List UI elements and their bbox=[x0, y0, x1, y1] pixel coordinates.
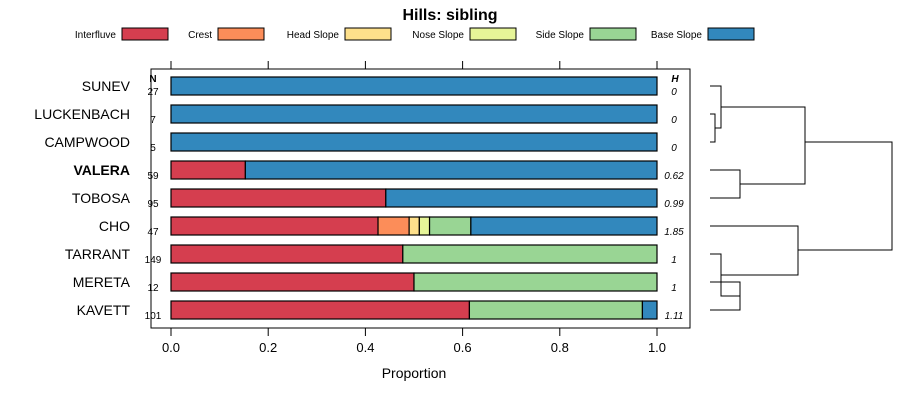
h-value: 1 bbox=[671, 283, 677, 294]
bar-segment bbox=[170, 272, 415, 292]
n-value: 149 bbox=[145, 255, 162, 266]
x-axis-label: Proportion bbox=[382, 365, 447, 381]
bars bbox=[170, 76, 658, 320]
n-value: 59 bbox=[147, 171, 159, 182]
legend-swatch bbox=[469, 27, 517, 41]
row-label: MERETA bbox=[73, 274, 131, 290]
h-value: 1.85 bbox=[664, 227, 684, 238]
bar-segment bbox=[170, 216, 379, 236]
legend-swatch bbox=[707, 27, 755, 41]
row-labels: SUNEV LUCKENBACH CAMPWOOD VALERA TOBOSA CHO TA… bbox=[34, 78, 130, 318]
x-tick-label: 0.8 bbox=[551, 340, 569, 355]
bar-segment bbox=[170, 188, 387, 208]
h-value: 0 bbox=[671, 87, 677, 98]
bar-segment bbox=[408, 216, 420, 236]
row-label: KAVETT bbox=[77, 302, 131, 318]
n-value: 5 bbox=[150, 143, 156, 154]
plot-frame bbox=[150, 68, 691, 329]
chart-title: Hills: sibling bbox=[402, 7, 497, 24]
bar-segment bbox=[418, 216, 431, 236]
x-tick-label: 0.6 bbox=[454, 340, 472, 355]
bar-segment bbox=[402, 244, 658, 264]
h-value: 0 bbox=[671, 115, 677, 126]
legend-label: Crest bbox=[188, 30, 212, 41]
row-label: SUNEV bbox=[82, 78, 131, 94]
n-value: 95 bbox=[147, 199, 159, 210]
row-label: TOBOSA bbox=[72, 190, 131, 206]
legend-label: Base Slope bbox=[651, 30, 703, 41]
h-value: 0 bbox=[671, 143, 677, 154]
bar-segment bbox=[170, 76, 658, 96]
h-value: 0.99 bbox=[664, 199, 684, 210]
dendrogram bbox=[710, 85, 893, 311]
bar-segment bbox=[641, 300, 658, 320]
bar-segment bbox=[244, 160, 658, 180]
dendrogram-branch bbox=[710, 169, 741, 199]
legend-label: Head Slope bbox=[287, 30, 340, 41]
x-tick-label: 1.0 bbox=[648, 340, 666, 355]
h-value: 1 bbox=[671, 255, 677, 266]
h-values: 0 0 0 0.62 0.99 1.85 1 1 1.11 bbox=[664, 87, 684, 322]
bar-segment bbox=[468, 300, 644, 320]
bar-segment bbox=[413, 272, 658, 292]
row-label: TARRANT bbox=[65, 246, 131, 262]
dendrogram-branch bbox=[721, 106, 806, 185]
legend-swatch bbox=[589, 27, 637, 41]
n-value: 27 bbox=[147, 87, 159, 98]
bar-segment bbox=[170, 132, 658, 152]
row-label: VALERA bbox=[73, 162, 130, 178]
n-header: N bbox=[149, 74, 156, 85]
row-label: LUCKENBACH bbox=[34, 106, 130, 122]
x-tick-label: 0.4 bbox=[356, 340, 374, 355]
bar-segment bbox=[385, 188, 658, 208]
dendrogram-branch bbox=[710, 113, 716, 143]
h-value: 1.11 bbox=[665, 311, 684, 322]
n-value: 7 bbox=[150, 115, 156, 126]
bar-segment bbox=[170, 300, 471, 320]
n-values: 27 7 5 59 95 47 149 12 101 bbox=[145, 87, 162, 322]
legend-swatch bbox=[344, 27, 392, 41]
bar-segment bbox=[428, 216, 472, 236]
legend-swatch bbox=[121, 27, 169, 41]
legend-label: Nose Slope bbox=[412, 30, 464, 41]
x-tick-label: 0.0 bbox=[162, 340, 180, 355]
row-label: CAMPWOOD bbox=[44, 134, 130, 150]
legend-label: Side Slope bbox=[536, 30, 585, 41]
row-label: CHO bbox=[99, 218, 130, 234]
n-value: 12 bbox=[147, 283, 159, 294]
bar-segment bbox=[170, 244, 404, 264]
legend-label: Interfluve bbox=[75, 30, 117, 41]
dendrogram-branch bbox=[710, 225, 799, 276]
bar-segment bbox=[470, 216, 658, 236]
n-value: 47 bbox=[147, 227, 159, 238]
h-value: 0.62 bbox=[664, 171, 684, 182]
n-value: 101 bbox=[145, 311, 162, 322]
bar-segment bbox=[170, 104, 658, 124]
legend-swatch bbox=[217, 27, 265, 41]
x-tick-label: 0.2 bbox=[259, 340, 277, 355]
bar-segment bbox=[377, 216, 410, 236]
bar-segment bbox=[170, 160, 246, 180]
dendrogram-branch bbox=[798, 141, 893, 251]
x-axis: 0.0 0.2 0.4 0.6 0.8 1.0 bbox=[162, 61, 666, 355]
h-header: H bbox=[671, 74, 679, 85]
legend: Interfluve Crest Head Slope Nose Slope Side … bbox=[75, 27, 755, 41]
